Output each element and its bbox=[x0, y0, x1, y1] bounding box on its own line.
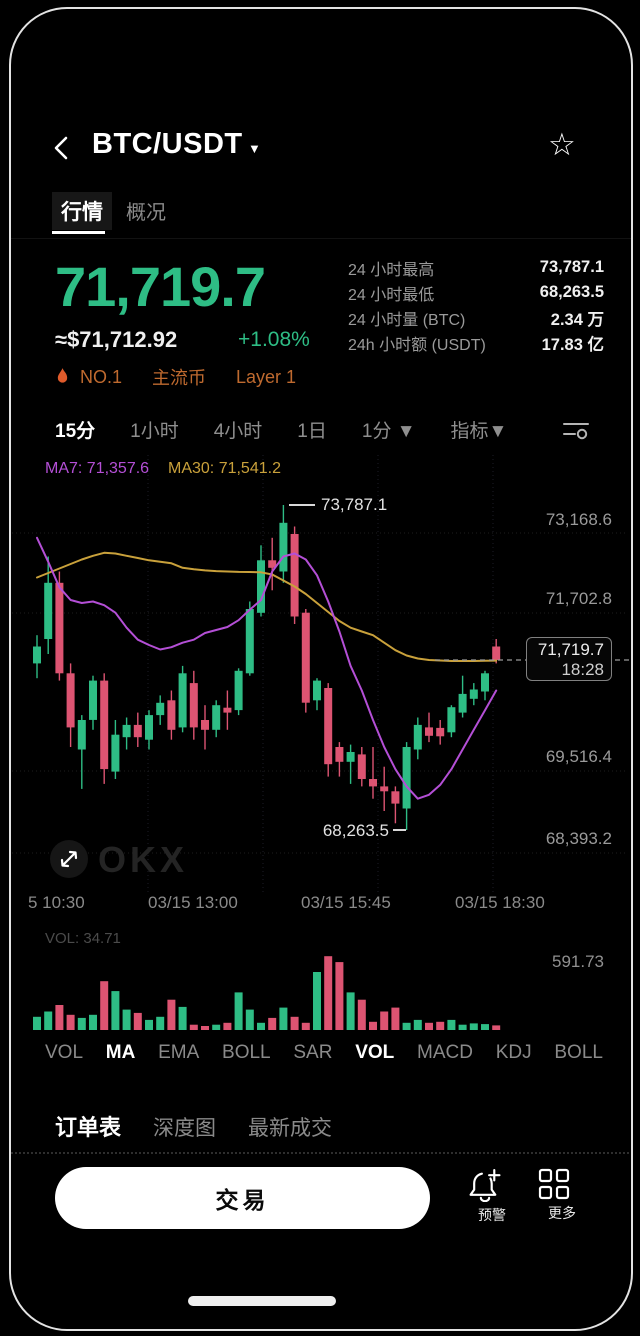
kline-canvas[interactable] bbox=[9, 455, 633, 895]
pair-dropdown-caret-icon[interactable]: ▼ bbox=[248, 141, 261, 156]
indicator-ma[interactable]: MA bbox=[105, 1042, 136, 1063]
indicator-row: VOL MA EMA BOLL SAR VOL MACD KDJ BOLL bbox=[45, 1042, 603, 1064]
pair-title[interactable]: BTC/USDT bbox=[92, 128, 243, 160]
stat-value: 17.83 亿 bbox=[541, 335, 604, 354]
timeframe-row: 15分 1小时 4小时 1日 1分 ▼ 指标▼ bbox=[55, 416, 507, 443]
x-axis-label: 03/15 18:30 bbox=[455, 893, 545, 912]
stat-label: 24 小时最高 bbox=[348, 261, 435, 279]
trade-button-label: 交易 bbox=[215, 1187, 270, 1213]
price-change-24h: +1.08% bbox=[238, 328, 310, 351]
tab-market[interactable]: 行情 bbox=[52, 192, 112, 230]
more-button[interactable]: 更多 bbox=[538, 1168, 586, 1223]
volume-chart[interactable]: VOL: 34.71 591.73 bbox=[9, 925, 633, 1037]
x-axis-label: 03/15 15:45 bbox=[301, 893, 391, 912]
stat-value: 2.34 万 bbox=[550, 310, 604, 329]
indicator-kdj[interactable]: KDJ bbox=[495, 1042, 532, 1063]
stat-value: 73,787.1 bbox=[539, 258, 604, 276]
indicator-vol[interactable]: VOL bbox=[45, 1042, 84, 1063]
tab-order-book[interactable]: 订单表 bbox=[55, 1115, 122, 1140]
current-price-tag: 71,719.7 18:28 bbox=[526, 637, 612, 681]
fiat-price: ≈$71,712.92 bbox=[55, 327, 178, 352]
grid-more-icon bbox=[538, 1168, 570, 1200]
badge-mainstream[interactable]: 主流币 bbox=[152, 368, 207, 388]
indicator-macd[interactable]: MACD bbox=[417, 1042, 473, 1063]
ma7-legend: MA7: 71,357.6 bbox=[45, 460, 150, 477]
tag-time: 18:28 bbox=[561, 660, 604, 679]
high-annotation: 73,787.1 bbox=[321, 495, 388, 514]
tabs-divider bbox=[11, 238, 631, 239]
badge-rank[interactable]: NO.1 bbox=[80, 366, 123, 387]
trade-button[interactable]: 交易 bbox=[55, 1167, 430, 1229]
stat-row: 24 小时最高 73,787.1 bbox=[348, 255, 604, 280]
timeframe-4h[interactable]: 4小时 bbox=[213, 421, 263, 442]
favorite-star-icon[interactable]: ☆ bbox=[548, 127, 576, 162]
indicator-sar[interactable]: SAR bbox=[293, 1042, 333, 1063]
indicator-vol2[interactable]: VOL bbox=[355, 1042, 395, 1063]
bell-plus-icon bbox=[469, 1168, 501, 1202]
tag-price: 71,719.7 bbox=[537, 640, 604, 659]
stat-row: 24h 小时额 (USDT) 17.83 亿 bbox=[348, 330, 604, 355]
more-label: 更多 bbox=[548, 1205, 576, 1221]
stat-label: 24 小时最低 bbox=[348, 286, 435, 304]
timeframe-1h[interactable]: 1小时 bbox=[130, 421, 179, 442]
phone-frame: BTC/USDT ▼ ☆ 行情 概况 71,719.7 ≈$71,712.92 … bbox=[9, 7, 633, 1331]
tab-latest-trades[interactable]: 最新成交 bbox=[248, 1117, 333, 1140]
bottom-tab-row: 订单表 深度图 最新成交 bbox=[55, 1110, 332, 1142]
badge-row: NO.1 主流币 Layer 1 bbox=[55, 364, 316, 390]
volume-canvas[interactable] bbox=[9, 925, 633, 1037]
y-axis-label: 71,702.8 bbox=[545, 589, 612, 608]
section-divider bbox=[11, 1152, 631, 1154]
alert-label: 预警 bbox=[478, 1207, 506, 1223]
back-button[interactable] bbox=[48, 133, 78, 163]
indicator-boll2[interactable]: BOLL bbox=[554, 1042, 603, 1063]
low-annotation-line bbox=[393, 829, 406, 831]
stat-row: 24 小时最低 68,263.5 bbox=[348, 280, 604, 305]
indicator-menu[interactable]: 指标▼ bbox=[450, 421, 508, 442]
okx-watermark: OKX bbox=[98, 839, 189, 880]
chart-settings-icon[interactable] bbox=[562, 419, 590, 441]
timeframe-1d[interactable]: 1日 bbox=[297, 421, 327, 442]
high-annotation-line bbox=[289, 504, 315, 506]
x-axis-label: 03/15 13:00 bbox=[148, 893, 238, 912]
tab-overview[interactable]: 概况 bbox=[126, 202, 166, 224]
low-annotation: 68,263.5 bbox=[322, 821, 389, 840]
volume-axis-max: 591.73 bbox=[552, 952, 604, 971]
kline-chart[interactable]: MA7: 71,357.6 MA30: 71,541.2 73,787.1 68… bbox=[9, 455, 633, 925]
flame-icon bbox=[57, 367, 68, 383]
volume-value-label: VOL: 34.71 bbox=[45, 930, 121, 947]
last-price: 71,719.7 bbox=[55, 255, 266, 318]
ma30-legend: MA30: 71,541.2 bbox=[168, 460, 281, 477]
y-axis-label: 69,516.4 bbox=[545, 747, 612, 766]
stat-label: 24h 小时额 (USDT) bbox=[348, 336, 486, 354]
timeframe-15m[interactable]: 15分 bbox=[55, 421, 96, 442]
indicator-ema[interactable]: EMA bbox=[158, 1042, 200, 1063]
home-indicator[interactable] bbox=[188, 1296, 336, 1306]
y-axis-label: 73,168.6 bbox=[545, 510, 612, 529]
stat-label: 24 小时量 (BTC) bbox=[348, 311, 466, 329]
fullscreen-expand-icon[interactable] bbox=[50, 840, 88, 878]
stat-value: 68,263.5 bbox=[539, 283, 604, 301]
y-axis-label: 68,393.2 bbox=[545, 829, 612, 848]
chevron-left-icon bbox=[54, 136, 68, 160]
stats-24h: 24 小时最高 73,787.1 24 小时最低 68,263.5 24 小时量… bbox=[348, 255, 604, 355]
badge-layer1[interactable]: Layer 1 bbox=[236, 366, 297, 387]
timeframe-more[interactable]: 1分 ▼ bbox=[361, 421, 416, 442]
alert-button[interactable]: 预警 bbox=[466, 1168, 518, 1225]
stat-row: 24 小时量 (BTC) 2.34 万 bbox=[348, 305, 604, 330]
x-axis-label: 5 10:30 bbox=[28, 893, 85, 912]
tab-depth-chart[interactable]: 深度图 bbox=[153, 1117, 217, 1140]
indicator-boll[interactable]: BOLL bbox=[222, 1042, 271, 1063]
active-tab-underline bbox=[52, 231, 105, 234]
